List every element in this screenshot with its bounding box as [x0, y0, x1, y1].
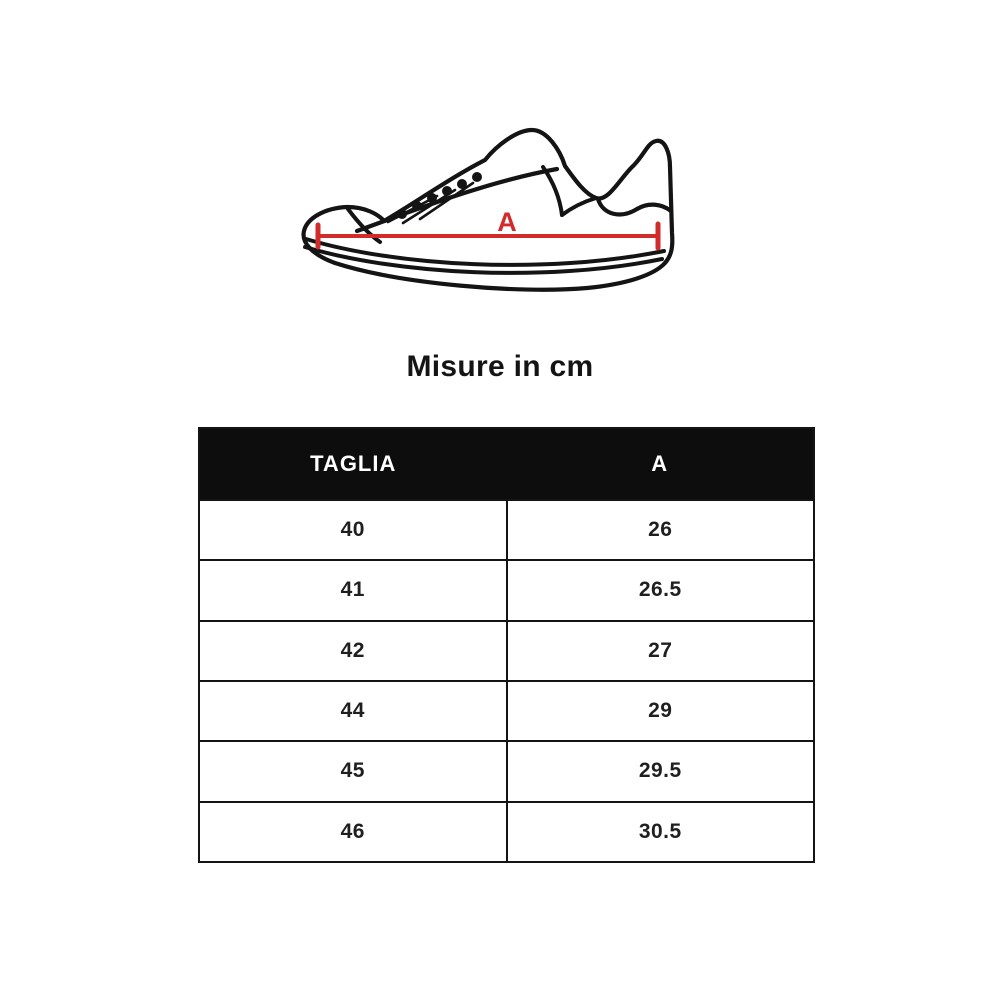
- throat-line-right: [560, 196, 598, 217]
- a-cell: 29.5: [505, 742, 814, 801]
- sneaker-diagram: A: [301, 127, 675, 292]
- table-header: TAGLIA A: [200, 429, 813, 499]
- measurement-label: A: [497, 207, 517, 237]
- table-row: 44 29: [200, 679, 814, 741]
- throat-line-left: [541, 165, 564, 217]
- table-row: 41 26.5: [200, 559, 814, 620]
- taglia-cell: 41: [340, 578, 365, 602]
- taglia-cell: 42: [340, 638, 365, 662]
- column-header-taglia: TAGLIA: [310, 451, 397, 476]
- a-cell: 26.5: [505, 561, 814, 620]
- shoe-outline-icon: [301, 127, 675, 292]
- taglia-cell: 45: [340, 759, 365, 783]
- page-title: Misure in cm: [406, 350, 594, 383]
- column-header-a: A: [651, 451, 669, 476]
- table-row: 42 27: [200, 619, 814, 680]
- taglia-cell: 40: [340, 518, 365, 542]
- a-cell: 29: [505, 681, 814, 741]
- a-cell: 26: [505, 501, 814, 560]
- lace-dots: [397, 172, 482, 219]
- a-cell: 30.5: [505, 802, 814, 861]
- table-row: 40 26: [200, 499, 814, 560]
- toe-seam: [346, 207, 382, 244]
- taglia-cell: 44: [340, 699, 365, 723]
- taglia-cell: 46: [340, 819, 365, 843]
- table-row: 46 30.5: [200, 800, 814, 861]
- sole-line-lower: [303, 245, 664, 275]
- sole-line-upper: [304, 237, 666, 267]
- heel-panel-line: [595, 196, 674, 217]
- a-cell: 27: [505, 621, 814, 680]
- table-row: 45 29.5: [200, 740, 814, 801]
- size-table: TAGLIA A 40 26 41 26.5 42 27 44 29 45 29…: [198, 427, 815, 863]
